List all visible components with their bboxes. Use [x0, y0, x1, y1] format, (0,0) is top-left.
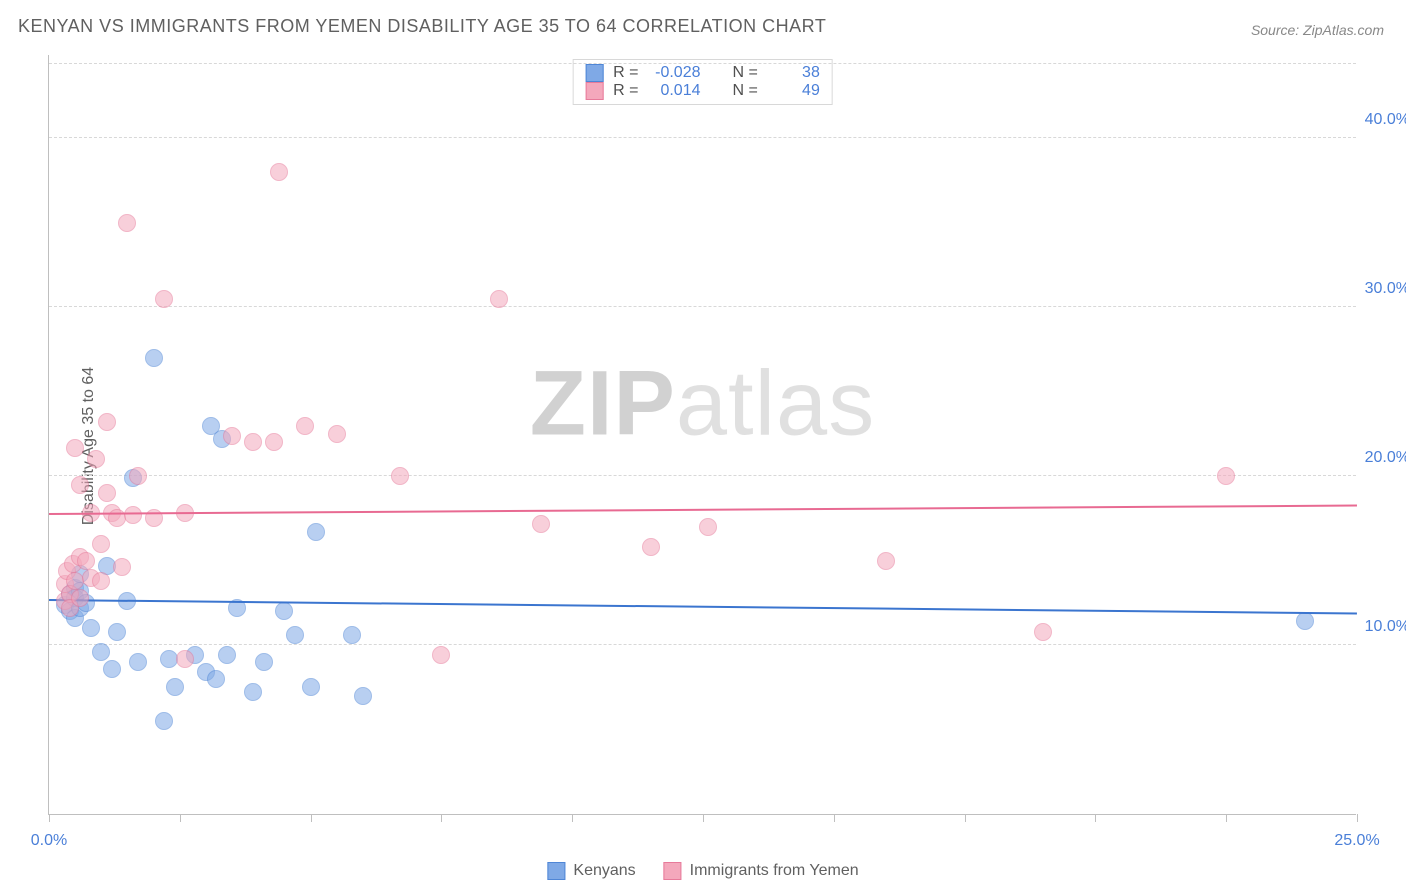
- gridline: [49, 475, 1356, 476]
- bottom-legend: Kenyans Immigrants from Yemen: [547, 862, 858, 880]
- r-value-kenyans: -0.028: [649, 64, 701, 82]
- data-point: [302, 678, 320, 696]
- r-label-2: R =: [613, 82, 638, 100]
- data-point: [82, 619, 100, 637]
- data-point: [490, 290, 508, 308]
- data-point: [354, 687, 372, 705]
- data-point: [92, 643, 110, 661]
- data-point: [129, 467, 147, 485]
- data-point: [343, 626, 361, 644]
- data-point: [244, 433, 262, 451]
- data-point: [166, 678, 184, 696]
- x-tick: [1095, 814, 1096, 822]
- data-point: [255, 653, 273, 671]
- data-point: [1217, 467, 1235, 485]
- data-point: [223, 427, 241, 445]
- data-point: [77, 552, 95, 570]
- data-point: [108, 623, 126, 641]
- swatch-yemen: [585, 82, 603, 100]
- data-point: [71, 476, 89, 494]
- legend-swatch-kenyans: [547, 862, 565, 880]
- stats-row-yemen: R = 0.014 N = 49: [585, 82, 820, 100]
- gridline: [49, 644, 1356, 645]
- data-point: [275, 602, 293, 620]
- x-tick: [180, 814, 181, 822]
- x-tick: [1357, 814, 1358, 822]
- data-point: [145, 349, 163, 367]
- x-tick: [441, 814, 442, 822]
- y-tick-label: 10.0%: [1365, 618, 1406, 636]
- data-point: [207, 670, 225, 688]
- legend-label-kenyans: Kenyans: [573, 862, 635, 880]
- data-point: [642, 538, 660, 556]
- data-point: [1296, 612, 1314, 630]
- x-tick-label: 25.0%: [1334, 832, 1379, 850]
- data-point: [113, 558, 131, 576]
- legend-item-kenyans: Kenyans: [547, 862, 635, 880]
- x-tick: [572, 814, 573, 822]
- data-point: [328, 425, 346, 443]
- y-tick-label: 40.0%: [1365, 111, 1406, 129]
- stats-box: R = -0.028 N = 38 R = 0.014 N = 49: [572, 59, 833, 105]
- r-value-yemen: 0.014: [649, 82, 701, 100]
- data-point: [1034, 623, 1052, 641]
- n-label: N =: [733, 64, 758, 82]
- y-tick-label: 20.0%: [1365, 449, 1406, 467]
- data-point: [218, 646, 236, 664]
- legend-swatch-yemen: [664, 862, 682, 880]
- x-tick: [703, 814, 704, 822]
- legend-item-yemen: Immigrants from Yemen: [664, 862, 859, 880]
- data-point: [307, 523, 325, 541]
- data-point: [244, 683, 262, 701]
- stats-row-kenyans: R = -0.028 N = 38: [585, 64, 820, 82]
- data-point: [98, 413, 116, 431]
- watermark-atlas: atlas: [676, 353, 875, 455]
- n-value-kenyans: 38: [768, 64, 820, 82]
- swatch-kenyans: [585, 64, 603, 82]
- data-point: [432, 646, 450, 664]
- data-point: [176, 650, 194, 668]
- y-tick-label: 30.0%: [1365, 280, 1406, 298]
- data-point: [877, 552, 895, 570]
- gridline-top: [49, 63, 1356, 64]
- data-point: [296, 417, 314, 435]
- x-tick: [834, 814, 835, 822]
- chart-title: KENYAN VS IMMIGRANTS FROM YEMEN DISABILI…: [18, 16, 826, 37]
- data-point: [87, 450, 105, 468]
- data-point: [66, 439, 84, 457]
- x-tick-label: 0.0%: [31, 832, 67, 850]
- data-point: [286, 626, 304, 644]
- x-tick: [49, 814, 50, 822]
- watermark-zip: ZIP: [530, 353, 676, 455]
- watermark: ZIPatlas: [530, 352, 875, 457]
- data-point: [155, 290, 173, 308]
- data-point: [129, 653, 147, 671]
- trend-line: [49, 505, 1357, 515]
- chart-container: KENYAN VS IMMIGRANTS FROM YEMEN DISABILI…: [0, 0, 1406, 892]
- x-tick: [965, 814, 966, 822]
- x-tick: [311, 814, 312, 822]
- data-point: [270, 163, 288, 181]
- n-value-yemen: 49: [768, 82, 820, 100]
- data-point: [699, 518, 717, 536]
- data-point: [532, 515, 550, 533]
- legend-label-yemen: Immigrants from Yemen: [690, 862, 859, 880]
- data-point: [124, 506, 142, 524]
- n-label-2: N =: [733, 82, 758, 100]
- data-point: [155, 712, 173, 730]
- data-point: [391, 467, 409, 485]
- gridline: [49, 137, 1356, 138]
- plot-area: ZIPatlas R = -0.028 N = 38 R = 0.014 N =…: [48, 55, 1356, 815]
- gridline: [49, 306, 1356, 307]
- data-point: [71, 589, 89, 607]
- data-point: [92, 535, 110, 553]
- data-point: [265, 433, 283, 451]
- source-label: Source: ZipAtlas.com: [1251, 22, 1384, 38]
- data-point: [98, 484, 116, 502]
- data-point: [92, 572, 110, 590]
- data-point: [118, 214, 136, 232]
- r-label: R =: [613, 64, 638, 82]
- data-point: [103, 660, 121, 678]
- x-tick: [1226, 814, 1227, 822]
